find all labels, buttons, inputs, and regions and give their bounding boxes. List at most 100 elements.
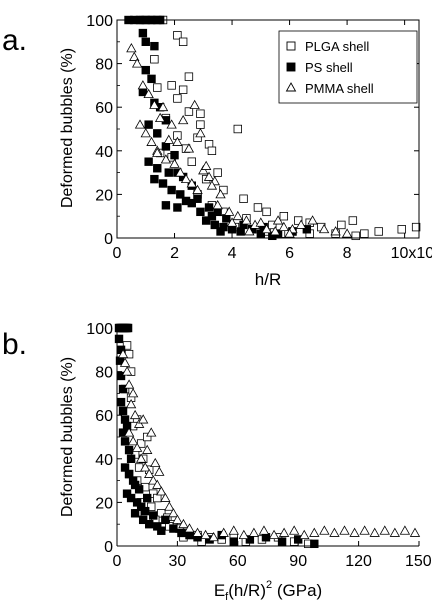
panel-a-ps-point — [153, 164, 162, 173]
panel-a-plga-point — [213, 168, 222, 177]
panel-a-pmma-point — [160, 154, 172, 164]
panel-a-ticks: 0 20 40 60 80 100 0 2 4 6 8 10x10-3 — [86, 13, 432, 262]
panel-a-ps-point — [161, 201, 171, 210]
panel-b-xtick-label: 60 — [229, 553, 247, 570]
panel-a-plga-point — [337, 220, 346, 230]
panel-a-pmma-point — [226, 217, 238, 227]
panel-b-pmma-point — [160, 492, 171, 502]
panel-b-pmma-point — [359, 525, 370, 535]
panel-a-pmma-point — [272, 215, 284, 225]
panel-b-ps-point — [142, 493, 152, 503]
panel-b-pmma-point — [127, 436, 139, 446]
panel-a-ps-point — [187, 198, 196, 208]
panel-a-pmma-point — [172, 136, 183, 146]
panel-a-pmma-point — [175, 167, 186, 177]
panel-b-pmma-point — [150, 457, 161, 468]
panel-a-pmma-point — [195, 128, 206, 138]
panel-a-pmma-point — [203, 171, 215, 181]
panel-a-pmma-point — [186, 178, 197, 188]
panel-a-plga-point — [187, 157, 196, 166]
panel-b-pmma-point — [164, 501, 175, 511]
panel-a-plga-point — [293, 216, 303, 225]
panel-b-ps-point — [293, 535, 303, 544]
panel-a-pmma-point — [341, 228, 353, 238]
panel-b-pmma-point — [192, 527, 203, 537]
panel-a-ytick-label: 0 — [104, 231, 113, 248]
panel-a-ps-point — [138, 28, 148, 38]
panel-b-pmma-point — [135, 453, 147, 463]
panel-a-pmma-point — [189, 99, 200, 109]
panel-a-pmma-point — [255, 217, 266, 227]
panel-b-pmma-point — [278, 527, 290, 537]
panel-b-pmma-point — [146, 427, 157, 437]
panel-b-pmma-point — [200, 529, 211, 539]
panel-a-plga-point — [233, 124, 242, 134]
panel-a: a. Deformed bubbles (%) 0 20 40 60 80 100 0 2 4 6… — [2, 13, 432, 289]
panel-a-pmma-point — [129, 51, 140, 61]
panel-b-xlabel-main: E — [214, 581, 225, 600]
panel-a-pmma-point — [143, 88, 154, 99]
panel-b-ps-point — [120, 437, 130, 446]
panel-b-pmma-point — [208, 531, 219, 542]
panel-b-ps-point — [149, 511, 158, 520]
panel-a-ps-point — [216, 227, 225, 236]
panel-b-pmma-point — [184, 523, 195, 533]
panel-b-pmma-point — [148, 475, 159, 485]
panel-a-ps-point — [150, 41, 159, 51]
panel-b-ps-point — [126, 454, 136, 463]
panel-b-pmma-point — [131, 442, 143, 452]
panel-b-ytick-label: 80 — [95, 365, 113, 382]
legend-ps-label: PS shell — [305, 60, 353, 75]
panel-b-ps-point — [114, 334, 124, 344]
panel-a-label: a. — [2, 24, 27, 57]
panel-a-pmma-point — [206, 180, 218, 190]
panel-b-pmma-point — [178, 518, 189, 529]
panel-b-ps-point — [229, 537, 238, 546]
panel-a-pmma-point — [131, 58, 143, 68]
panel-a-plga-point — [173, 31, 182, 40]
panel-a-ps-point — [141, 37, 150, 46]
panel-b-pmma-point — [409, 527, 421, 537]
panel-b-pmma-point — [127, 388, 139, 398]
panel-a-ps-point — [153, 129, 162, 138]
panel-b-ps-point — [169, 524, 178, 533]
panel-a-ps-point — [196, 207, 205, 217]
panel-a-plga-point — [348, 216, 358, 225]
panel-a-plga-point — [153, 83, 162, 92]
panel-a-plga-point — [262, 207, 271, 217]
panel-a-legend-frame — [278, 30, 418, 104]
panel-a-plga-point — [253, 203, 263, 212]
panel-a-ps-point — [201, 216, 211, 225]
panel-a-pmma-point — [212, 199, 223, 210]
panel-b-pmma-point — [121, 366, 133, 376]
panel-b-ps-point — [177, 528, 186, 538]
panel-b-pmma-point — [319, 525, 330, 535]
panel-b-ps-point — [130, 509, 140, 518]
panel-a-pmma-point — [154, 112, 166, 122]
panel-b-y-axis-label: Deformed bubbles (%) — [59, 357, 76, 517]
panel-a-ytick-label: 20 — [95, 187, 113, 204]
panel-b-ps-point — [123, 323, 133, 333]
panel-b-ps-point — [277, 537, 287, 546]
panel-a-plga-point — [167, 81, 176, 90]
panel-b-ps-point — [126, 493, 136, 503]
panel-a-ps-point — [167, 185, 176, 195]
panel-a-plga-point — [184, 72, 194, 81]
panel-b-xlabel-mid: (h/R) — [228, 581, 266, 600]
panel-a-pmma-point — [152, 147, 163, 157]
panel-a-pmma-point — [166, 119, 177, 129]
legend-plga-label: PLGA shell — [305, 39, 369, 54]
panel-a-ytick-label: 60 — [95, 100, 113, 117]
panel-b-ps-point — [124, 445, 134, 455]
panel-a-pmma-point — [307, 215, 318, 225]
panel-b-pmma-point — [288, 525, 300, 535]
panel-a-pmma-point — [215, 189, 226, 199]
panel-a-plga-point — [173, 94, 182, 103]
panel-a-ps-point — [144, 120, 153, 129]
panel-a-plga-point — [184, 107, 194, 116]
panel-b-pmma-point — [117, 348, 129, 359]
panel-b-xtick-label: 150x10-6 — [405, 549, 432, 570]
panel-a-ps-point — [158, 179, 168, 188]
panel-a-pmma-point — [169, 158, 180, 168]
panel-b-pmma-point — [168, 507, 179, 518]
